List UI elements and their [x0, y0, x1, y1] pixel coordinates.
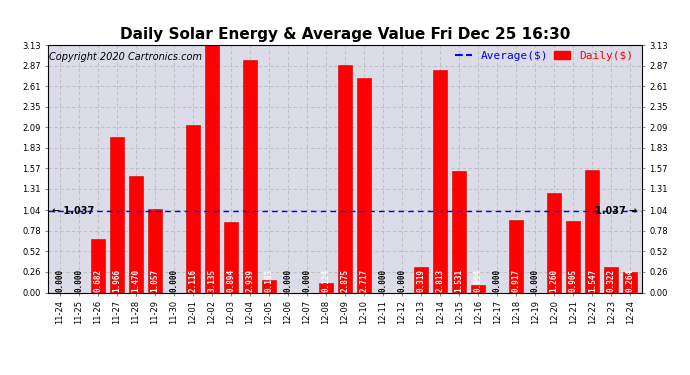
Text: 1.470: 1.470 — [131, 268, 140, 292]
Bar — [186, 125, 200, 292]
Bar — [623, 272, 638, 292]
Text: 0.000: 0.000 — [493, 268, 502, 292]
Text: 0.000: 0.000 — [397, 268, 406, 292]
Text: 0.322: 0.322 — [607, 268, 615, 292]
Text: 2.717: 2.717 — [359, 268, 368, 292]
Text: 0.264: 0.264 — [626, 268, 635, 292]
Text: 2.875: 2.875 — [340, 268, 350, 292]
Text: 2.813: 2.813 — [435, 268, 444, 292]
Bar — [471, 285, 485, 292]
Bar — [110, 137, 124, 292]
Bar — [128, 176, 143, 292]
Text: 0.000: 0.000 — [302, 268, 311, 292]
Text: 0.094: 0.094 — [473, 268, 482, 292]
Bar — [509, 220, 523, 292]
Text: 0.894: 0.894 — [226, 268, 235, 292]
Bar — [585, 170, 600, 292]
Bar — [338, 65, 352, 292]
Text: 2.116: 2.116 — [188, 268, 197, 292]
Text: 0.319: 0.319 — [417, 268, 426, 292]
Bar — [547, 193, 562, 292]
Text: ← 1.037: ← 1.037 — [52, 206, 95, 216]
Bar — [357, 78, 371, 292]
Text: 0.682: 0.682 — [93, 268, 102, 292]
Title: Daily Solar Energy & Average Value Fri Dec 25 16:30: Daily Solar Energy & Average Value Fri D… — [120, 27, 570, 42]
Bar — [319, 283, 333, 292]
Bar — [414, 267, 428, 292]
Bar — [224, 222, 238, 292]
Text: 0.000: 0.000 — [75, 268, 83, 292]
Bar — [604, 267, 618, 292]
Text: 3.135: 3.135 — [208, 268, 217, 292]
Text: 1.547: 1.547 — [588, 268, 597, 292]
Text: 1.260: 1.260 — [550, 268, 559, 292]
Text: 0.163: 0.163 — [264, 268, 273, 292]
Bar — [452, 171, 466, 292]
Bar — [243, 60, 257, 292]
Bar — [148, 209, 162, 292]
Text: 2.939: 2.939 — [246, 268, 255, 292]
Legend: Average($), Daily($): Average($), Daily($) — [455, 51, 633, 61]
Text: 1.037 →: 1.037 → — [595, 206, 638, 216]
Bar — [262, 280, 276, 292]
Text: 0.000: 0.000 — [55, 268, 64, 292]
Text: 1.966: 1.966 — [112, 268, 121, 292]
Text: 0.000: 0.000 — [531, 268, 540, 292]
Bar — [90, 238, 105, 292]
Text: 0.000: 0.000 — [169, 268, 178, 292]
Bar — [433, 70, 447, 292]
Bar — [205, 45, 219, 292]
Text: 1.531: 1.531 — [455, 268, 464, 292]
Text: Copyright 2020 Cartronics.com: Copyright 2020 Cartronics.com — [49, 53, 202, 62]
Text: 0.000: 0.000 — [379, 268, 388, 292]
Text: 0.917: 0.917 — [512, 268, 521, 292]
Text: 0.124: 0.124 — [322, 268, 331, 292]
Text: 0.000: 0.000 — [284, 268, 293, 292]
Text: 1.057: 1.057 — [150, 268, 159, 292]
Text: 0.905: 0.905 — [569, 268, 578, 292]
Bar — [566, 221, 580, 292]
